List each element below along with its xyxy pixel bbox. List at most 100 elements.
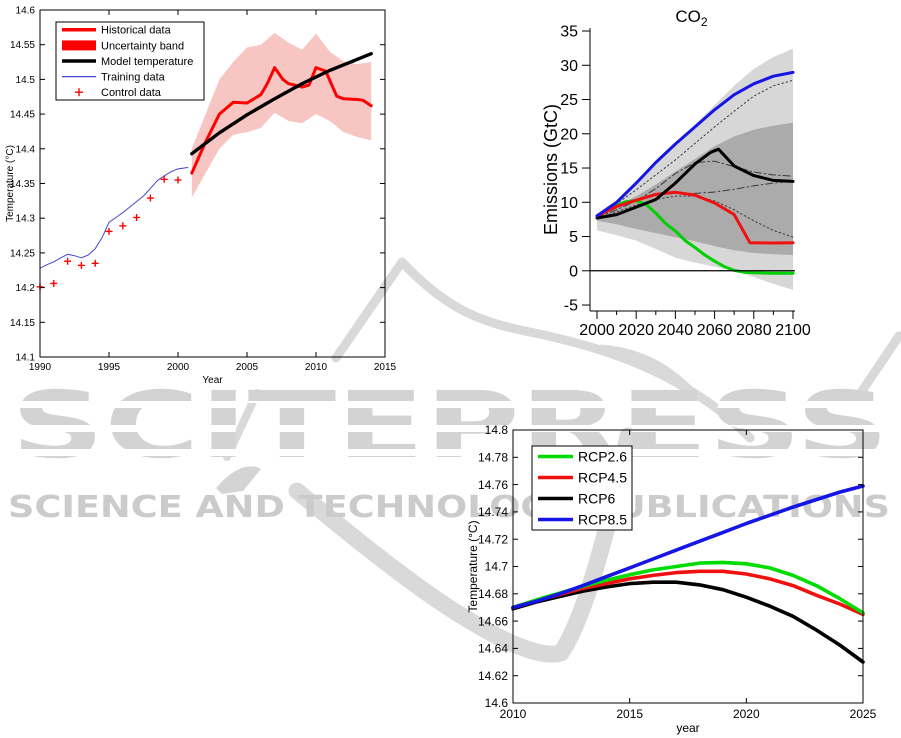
tick-labels: 2010 2015 2020 2025 14.6 14.62 14.64 14.66 14.68… bbox=[478, 423, 877, 721]
svg-text:14.68: 14.68 bbox=[478, 587, 508, 601]
svg-text:25: 25 bbox=[560, 92, 578, 109]
svg-text:14.8: 14.8 bbox=[485, 423, 509, 437]
legend-swatch-patch bbox=[62, 40, 96, 51]
watermark-swoosh-decorations bbox=[216, 257, 901, 663]
svg-text:30: 30 bbox=[560, 58, 578, 75]
axes bbox=[512, 429, 864, 704]
svg-text:14.74: 14.74 bbox=[478, 505, 508, 519]
legend-label: Historical data bbox=[101, 25, 172, 37]
series-rcp6 bbox=[595, 147, 795, 220]
svg-text:2000: 2000 bbox=[167, 362, 190, 373]
y-axis-label: Temperature (°C) bbox=[5, 145, 16, 222]
legend-label: Training data bbox=[101, 71, 166, 83]
series-training-data bbox=[39, 167, 189, 269]
temperature-fit-chart-group: 1990 1995 2000 2005 2010 2015 14.1 14.15 14.2 14.… bbox=[5, 6, 397, 387]
legend-label: RCP6 bbox=[578, 490, 616, 506]
watermark-peak-swoosh bbox=[331, 257, 755, 443]
watermark-flag-shape bbox=[216, 466, 261, 494]
svg-text:14.55: 14.55 bbox=[10, 40, 35, 51]
svg-text:2100: 2100 bbox=[775, 322, 811, 339]
co2-emissions-chart-group: 2000 2020 2040 2060 2080 2100 -5 0 5 10 15 20 25 30 35… bbox=[541, 7, 811, 339]
legend: RCP2.6 RCP4.5 RCP6 RCP8.5 bbox=[531, 445, 633, 531]
axes bbox=[39, 9, 386, 358]
svg-text:10: 10 bbox=[560, 195, 578, 212]
watermark-mid-slash bbox=[223, 389, 261, 461]
y-axis-label: Emissions (GtC) bbox=[541, 104, 561, 235]
legend-label: RCP2.6 bbox=[578, 448, 627, 464]
svg-text:14.6: 14.6 bbox=[485, 696, 509, 710]
axes bbox=[582, 28, 795, 319]
svg-text:2025: 2025 bbox=[850, 707, 877, 721]
legend-label: RCP4.5 bbox=[578, 469, 627, 485]
svg-text:2060: 2060 bbox=[697, 322, 733, 339]
svg-text:14.4: 14.4 bbox=[16, 144, 36, 155]
svg-text:14.15: 14.15 bbox=[10, 318, 35, 329]
x-axis-label: Year bbox=[202, 375, 223, 386]
svg-text:2005: 2005 bbox=[236, 362, 259, 373]
svg-text:14.76: 14.76 bbox=[478, 478, 508, 492]
watermark-far-right-slash bbox=[855, 331, 901, 399]
svg-text:14.66: 14.66 bbox=[478, 614, 508, 628]
svg-text:14.6: 14.6 bbox=[16, 6, 36, 17]
svg-text:-5: -5 bbox=[564, 298, 578, 315]
svg-text:2080: 2080 bbox=[736, 322, 772, 339]
svg-text:2015: 2015 bbox=[374, 362, 397, 373]
svg-text:0: 0 bbox=[569, 263, 578, 280]
series-control-data bbox=[36, 175, 182, 291]
tick-labels: 1990 1995 2000 2005 2010 2015 14.1 14.15 14.2 14.… bbox=[10, 6, 397, 374]
tick-labels: 2000 2020 2040 2060 2080 2100 -5 0 5 10 15 20 25 30 35 bbox=[560, 24, 811, 339]
legend-label: Control data bbox=[101, 87, 162, 99]
series-rcp8.5 bbox=[595, 70, 795, 218]
series-rcp4.5 bbox=[595, 190, 795, 245]
svg-text:14.5: 14.5 bbox=[16, 75, 36, 86]
svg-text:2020: 2020 bbox=[733, 707, 760, 721]
series-historical-data bbox=[190, 66, 373, 175]
legend-label: RCP8.5 bbox=[578, 511, 627, 527]
svg-text:14.62: 14.62 bbox=[478, 669, 508, 683]
series-model-temperature bbox=[190, 52, 373, 156]
svg-text:14.3: 14.3 bbox=[16, 214, 36, 225]
svg-text:14.2: 14.2 bbox=[16, 283, 36, 294]
chart-title: CO2 bbox=[675, 7, 708, 29]
series-scenario-range-inner bbox=[597, 122, 793, 255]
svg-text:5: 5 bbox=[569, 229, 578, 246]
watermark-check-swoosh bbox=[288, 427, 637, 663]
series-sres-high bbox=[596, 79, 794, 216]
y-axis-label: Temperature (°C) bbox=[466, 520, 480, 612]
svg-text:14.45: 14.45 bbox=[10, 110, 35, 121]
svg-text:2010: 2010 bbox=[305, 362, 328, 373]
svg-text:1990: 1990 bbox=[29, 362, 52, 373]
series-rcp6 bbox=[511, 580, 865, 664]
svg-text:14.35: 14.35 bbox=[10, 179, 35, 190]
svg-text:15: 15 bbox=[560, 161, 578, 178]
watermark-right-curve bbox=[596, 344, 696, 397]
x-axis-label: year bbox=[676, 721, 699, 735]
legend-label: Uncertainty band bbox=[101, 40, 184, 52]
svg-text:20: 20 bbox=[560, 126, 578, 143]
svg-text:2010: 2010 bbox=[500, 707, 527, 721]
svg-text:14.78: 14.78 bbox=[478, 451, 508, 465]
svg-text:14.1: 14.1 bbox=[16, 353, 36, 364]
watermark-brand-text: SCITEPRESS bbox=[11, 372, 889, 479]
series-rcp8.5 bbox=[511, 484, 865, 610]
svg-text:1995: 1995 bbox=[98, 362, 121, 373]
svg-text:14.72: 14.72 bbox=[478, 532, 508, 546]
rcp-temperature-projection-chart-group: 2010 2015 2020 2025 14.6 14.62 14.64 14.66 14.68… bbox=[466, 423, 877, 735]
svg-text:14.25: 14.25 bbox=[10, 248, 35, 259]
svg-text:2040: 2040 bbox=[658, 322, 694, 339]
watermark-tagline-text: SCIENCE AND TECHNOLOGY PUBLICATIONS bbox=[8, 490, 890, 525]
svg-text:14.7: 14.7 bbox=[485, 560, 509, 574]
svg-text:14.64: 14.64 bbox=[478, 642, 508, 656]
series-rcp2.6 bbox=[511, 560, 865, 615]
legend: Historical data Uncertainty band Model tem… bbox=[55, 21, 205, 101]
svg-text:2000: 2000 bbox=[579, 322, 615, 339]
legend-label: Model temperature bbox=[101, 56, 193, 68]
svg-text:35: 35 bbox=[560, 24, 578, 41]
series-sres-low bbox=[596, 195, 794, 238]
svg-text:2015: 2015 bbox=[616, 707, 643, 721]
svg-text:2020: 2020 bbox=[618, 322, 654, 339]
series-rcp2.6 bbox=[595, 199, 795, 275]
